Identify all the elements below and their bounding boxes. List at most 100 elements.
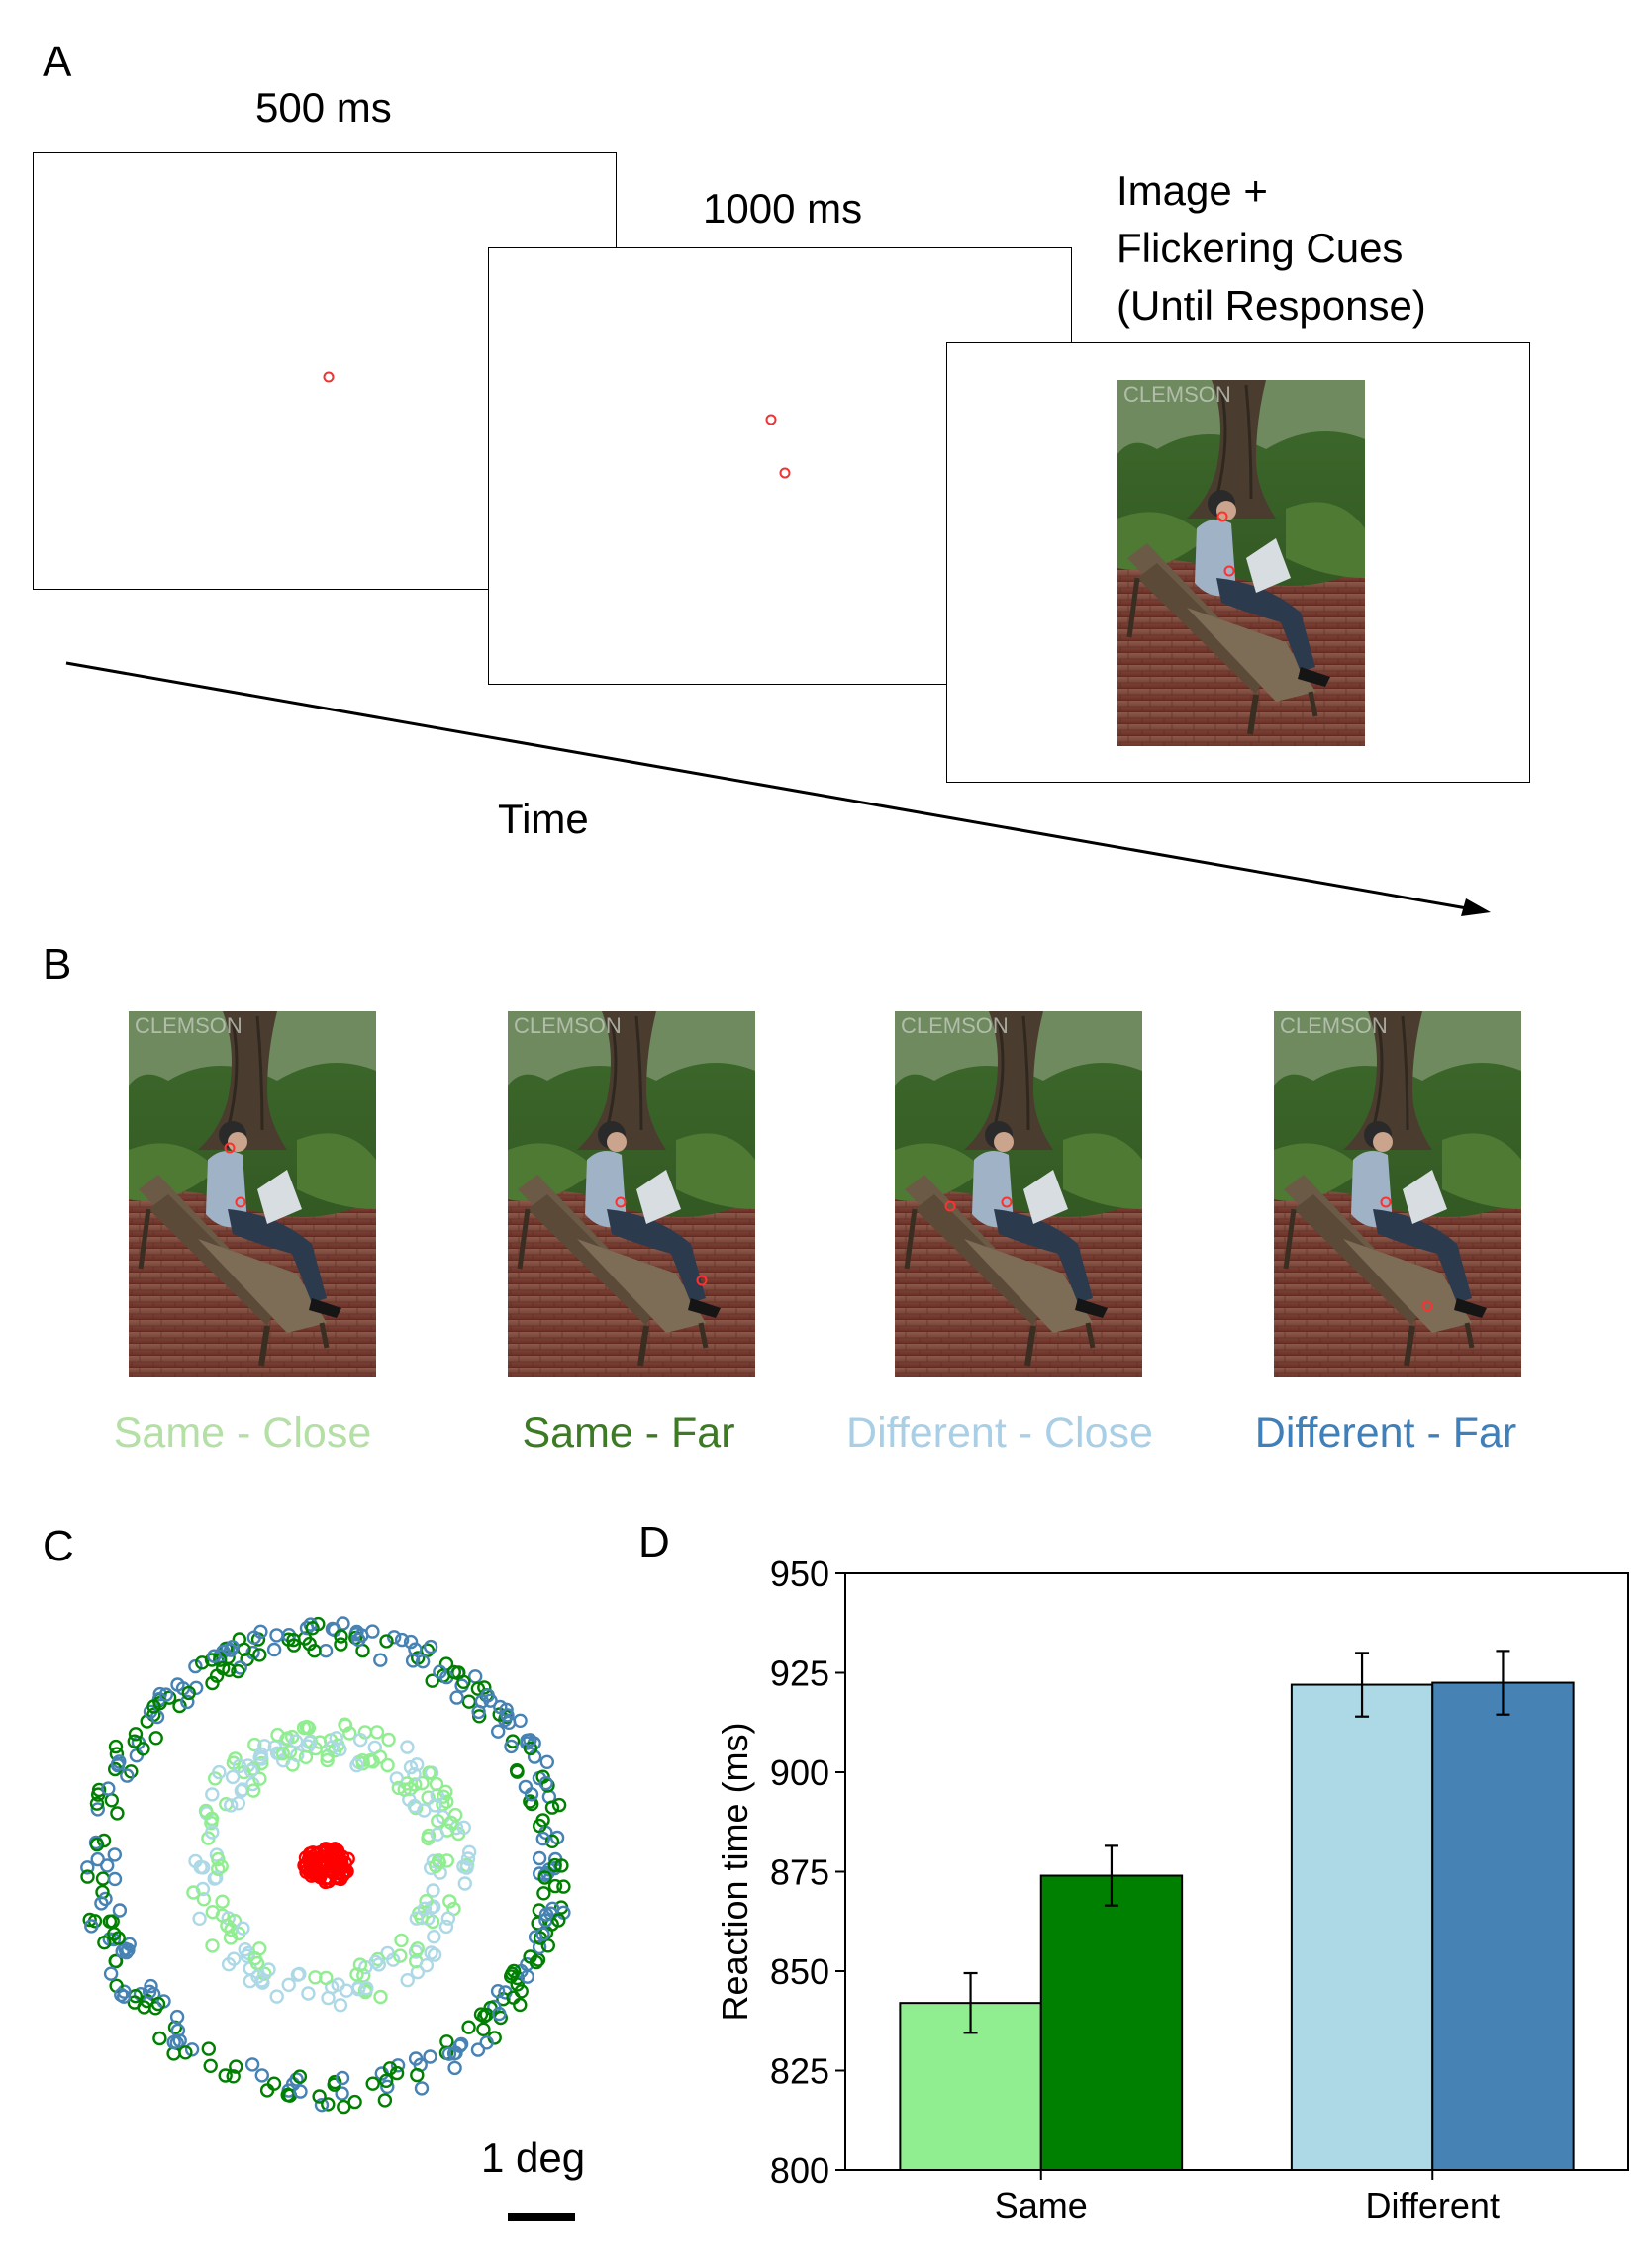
scatter-point — [97, 1936, 112, 1950]
condition-image-different-far — [1274, 1011, 1521, 1377]
fixation-point — [305, 1845, 321, 1860]
scatter-point — [250, 1969, 265, 1984]
scatter-point — [538, 1907, 554, 1922]
scatter-point — [254, 2068, 270, 2083]
scatter-point — [128, 1727, 144, 1742]
scatter-point — [116, 1989, 132, 2004]
scatter-point — [305, 1621, 320, 1636]
scatter-point — [325, 1621, 340, 1637]
frame1-duration-label: 500 ms — [255, 84, 392, 131]
scatter-point — [390, 2058, 406, 2073]
scatter-point — [192, 1911, 207, 1926]
scatter-point — [302, 1735, 317, 1750]
scatter-point — [446, 2046, 462, 2061]
scatter-point — [509, 1762, 525, 1778]
scatter-point — [551, 1913, 566, 1928]
scatter-point — [226, 2069, 241, 2084]
scatter-point — [215, 1894, 230, 1909]
scatter-point — [107, 1927, 122, 1941]
scatter-point — [243, 1763, 259, 1778]
frame3-label-line: (Until Response) — [1117, 282, 1426, 329]
scatter-point — [540, 1778, 555, 1793]
scatter-point — [101, 1781, 116, 1796]
scatter-point — [238, 1942, 252, 1957]
scatter-point — [266, 2076, 282, 2091]
scatter-point — [319, 1970, 334, 1986]
image-frame — [946, 342, 1530, 783]
scale-bar — [508, 2213, 575, 2221]
scatter-point — [535, 1927, 550, 1941]
scatter-point — [335, 2070, 350, 2086]
scatter-point — [205, 1675, 220, 1691]
scatter-point — [212, 1764, 227, 1780]
x-tick-label: Different — [1366, 2185, 1500, 2225]
scatter-point — [211, 1851, 226, 1867]
scatter-point — [400, 1740, 415, 1754]
scatter-point — [524, 1787, 539, 1802]
scatter-point — [379, 2073, 394, 2088]
scatter-point — [423, 1639, 438, 1654]
scatter-point — [532, 1939, 547, 1955]
scatter-point — [394, 1933, 409, 1948]
scatter-point — [500, 1708, 515, 1723]
scatter-point — [369, 1725, 385, 1740]
scatter-point — [471, 1704, 486, 1720]
scatter-point — [438, 1919, 454, 1935]
scatter-point — [280, 2087, 295, 2103]
scatter-point — [328, 2074, 342, 2090]
scatter-point — [124, 1764, 139, 1779]
condition-image-different-close — [895, 1011, 1142, 1377]
scatter-point — [194, 1655, 210, 1670]
scatter-point — [431, 1853, 446, 1868]
scatter-point — [419, 1894, 434, 1909]
scatter-point — [544, 1834, 560, 1849]
scatter-point — [340, 1983, 354, 1998]
scatter-point — [410, 1757, 425, 1772]
scatter-point — [505, 1966, 520, 1981]
scatter-point — [252, 1771, 267, 1786]
scatter-point — [532, 1850, 547, 1866]
scatter-point — [207, 1649, 222, 1663]
scatter-point — [318, 1644, 334, 1658]
scatter-point — [246, 1630, 262, 1645]
cue-dot — [1421, 1300, 1433, 1312]
scatter-point — [80, 1869, 95, 1884]
scatter-point — [427, 1930, 441, 1944]
scatter-point — [301, 1986, 316, 2001]
scatter-point — [446, 1664, 461, 1680]
scatter-point — [407, 1798, 422, 1814]
scatter-point — [352, 1957, 368, 1972]
scatter-point — [389, 1771, 404, 1786]
scatter-point — [261, 1962, 276, 1977]
scatter-point — [244, 2057, 260, 2072]
scatter-point — [203, 2058, 218, 2073]
frame3-label-line: Flickering Cues — [1117, 225, 1404, 271]
scatter-point — [437, 1789, 451, 1804]
scatter-point — [544, 1800, 560, 1815]
scatter-point — [218, 2068, 233, 2083]
cue-location-scatter — [80, 1616, 571, 2115]
y-tick-label: 950 — [770, 1554, 829, 1594]
scatter-point — [430, 1827, 444, 1842]
scatter-point — [373, 1653, 388, 1667]
scatter-point — [449, 1690, 464, 1705]
cue-dot — [615, 1196, 627, 1208]
condition-image-same-far — [508, 1011, 755, 1377]
scatter-point — [536, 1886, 551, 1901]
scatter-point — [245, 1783, 261, 1798]
scatter-point — [428, 1798, 442, 1813]
scatter-point — [275, 1752, 291, 1768]
scatter-point — [240, 1948, 254, 1963]
scatter-point — [391, 1780, 406, 1796]
fixation-dot — [323, 371, 335, 383]
scatter-point — [426, 1883, 440, 1898]
scatter-point — [158, 1687, 174, 1702]
cue-dot — [779, 467, 791, 479]
cue-dot — [1001, 1196, 1013, 1208]
scatter-point — [90, 1851, 105, 1867]
cue-dot — [1223, 565, 1235, 577]
scatter-point — [387, 1630, 402, 1645]
cue-dot — [1216, 511, 1228, 522]
scatter-point — [286, 1638, 302, 1653]
cue-dot — [224, 1142, 236, 1154]
